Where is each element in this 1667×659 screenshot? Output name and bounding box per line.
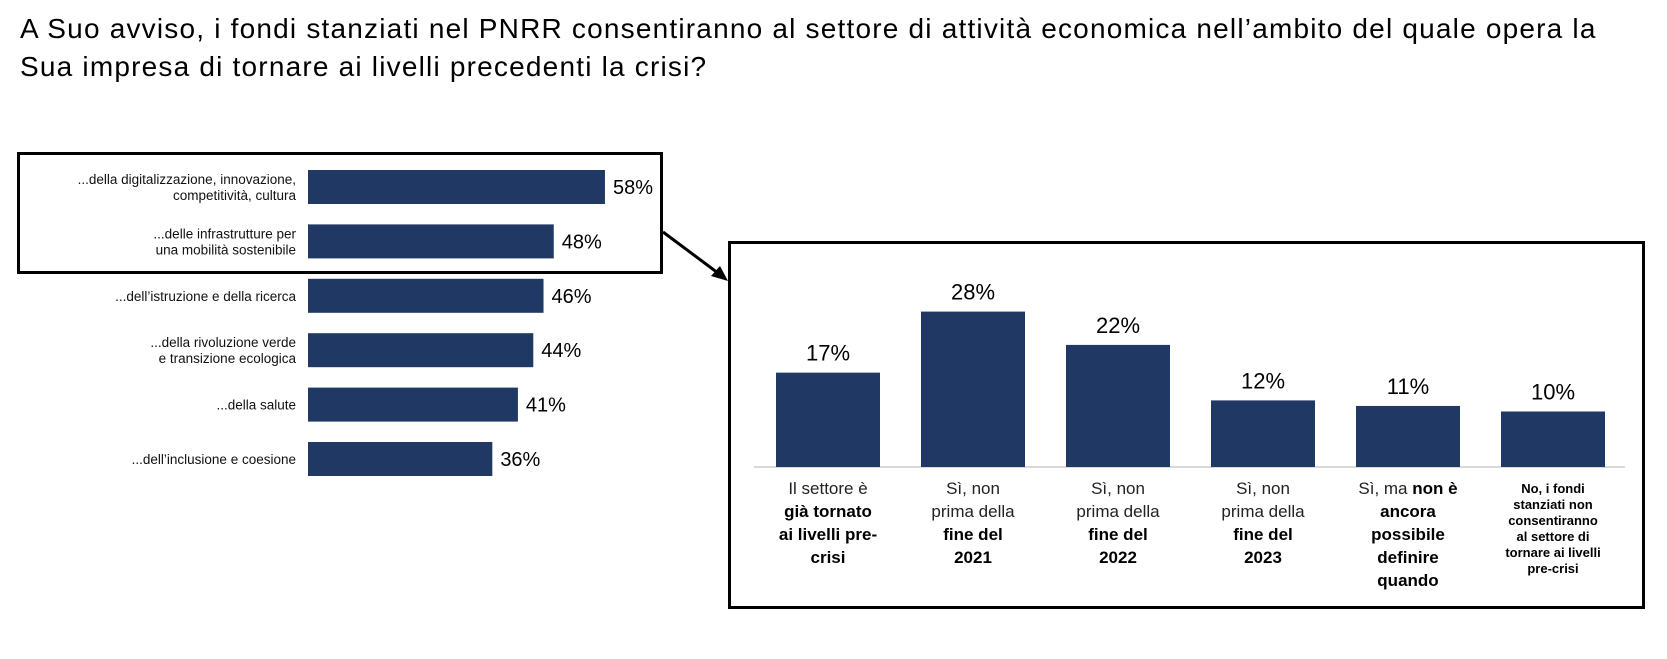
data-label-5: 41% <box>526 395 566 417</box>
category-label-4: e transizione ecologica <box>159 351 297 366</box>
bar-6 <box>308 442 493 476</box>
data-label-3: 22% <box>1096 313 1140 338</box>
data-label-6: 10% <box>1531 380 1575 405</box>
bar-5 <box>308 387 518 422</box>
x-tick-label-6: No, i fondi stanziati non consentiranno al … <box>1505 481 1601 576</box>
x-tick-label-1: Il settore è già tornato ai livelli pre-cr… <box>778 479 878 567</box>
x-tick-label-3: Sì, non prima della fine del 2022 <box>1076 479 1160 567</box>
horizontal-bar-chart: 58% ...della digitalizzazione, innovazion… <box>78 170 653 476</box>
bar-5 <box>1356 405 1460 467</box>
bar-2 <box>308 224 554 259</box>
bar-3 <box>308 278 544 313</box>
data-label-6: 36% <box>500 449 540 471</box>
bar-1 <box>776 372 880 467</box>
category-label-2: una mobilità sostenibile <box>156 242 296 257</box>
category-label-3: ...dell’istruzione e della ricerca <box>115 289 296 304</box>
bar-1 <box>308 170 605 204</box>
data-label-1: 17% <box>806 341 850 366</box>
bar-4 <box>308 333 534 368</box>
data-label-4: 44% <box>541 340 581 362</box>
vertical-bar-chart: 17% 28% 22% 12% 11% 10% <box>754 280 1625 468</box>
bar-3 <box>1066 344 1170 467</box>
data-label-2: 48% <box>562 231 602 253</box>
detail-box <box>728 241 1645 609</box>
data-label-1: 58% <box>613 177 653 199</box>
category-label-4: ...della rivoluzione verde <box>150 335 296 350</box>
category-label-1: competitività, cultura <box>173 188 297 203</box>
x-tick-label-5: Sì, ma non è ancora possibile definire quand… <box>1358 479 1458 590</box>
highlight-box <box>17 152 663 274</box>
category-label-6: ...dell’inclusione e coesione <box>132 452 296 467</box>
bar-2 <box>921 311 1025 467</box>
data-label-2: 28% <box>951 280 995 305</box>
page-title: A Suo avviso, i fondi stanziati nel PNRR… <box>20 13 1597 82</box>
data-label-4: 12% <box>1241 368 1285 393</box>
category-label-5: ...della salute <box>216 398 296 413</box>
bar-4 <box>1211 400 1315 467</box>
data-label-5: 11% <box>1387 374 1429 399</box>
category-label-1: ...della digitalizzazione, innovazione, <box>78 172 296 187</box>
data-label-3: 46% <box>552 286 592 308</box>
bar-6 <box>1501 411 1605 467</box>
x-tick-label-2: Sì, non prima della fine del 2021 <box>931 479 1015 567</box>
x-tick-label-4: Sì, non prima della fine del 2023 <box>1221 479 1305 567</box>
category-label-2: ...delle infrastrutture per <box>153 226 296 241</box>
